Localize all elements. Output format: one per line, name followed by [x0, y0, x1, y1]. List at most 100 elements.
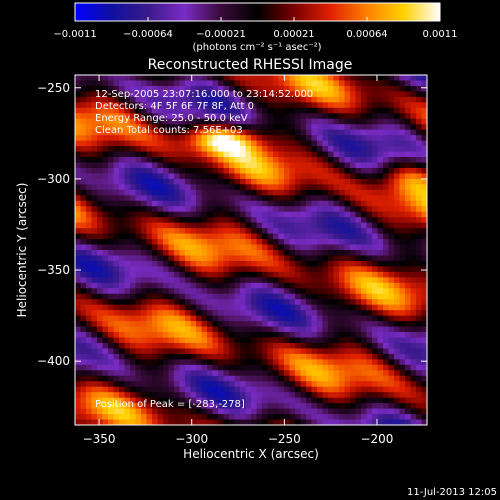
- heatmap-cell: [251, 157, 258, 164]
- heatmap-cell: [361, 113, 368, 120]
- heatmap-cell: [223, 271, 230, 278]
- heatmap-cell: [289, 135, 296, 142]
- heatmap-cell: [350, 419, 357, 425]
- heatmap-cell: [317, 403, 324, 410]
- heatmap-cell: [240, 353, 247, 360]
- heatmap-cell: [163, 381, 170, 388]
- heatmap-cell: [339, 381, 346, 388]
- heatmap-cell: [146, 167, 153, 175]
- heatmap-cell: [146, 140, 153, 147]
- heatmap-cell: [185, 146, 192, 153]
- heatmap-cell: [421, 348, 427, 355]
- heatmap-cell: [366, 124, 373, 131]
- heatmap-cell: [405, 211, 412, 218]
- heatmap-cell: [262, 102, 269, 109]
- heatmap-cell: [317, 140, 324, 147]
- heatmap-cell: [163, 321, 170, 328]
- heatmap-cell: [196, 146, 203, 153]
- heatmap-cell: [361, 277, 368, 284]
- heatmap-cell: [278, 370, 285, 377]
- heatmap-cell: [86, 397, 93, 404]
- heatmap-cell: [383, 403, 390, 410]
- heatmap-cell: [284, 140, 291, 147]
- heatmap-cell: [278, 293, 285, 300]
- heatmap-cell: [350, 255, 357, 262]
- heatmap-cell: [300, 184, 307, 191]
- heatmap-cell: [141, 222, 148, 229]
- heatmap-cell: [361, 310, 368, 317]
- heatmap-cell: [256, 397, 263, 404]
- heatmap-cell: [163, 304, 170, 311]
- heatmap-cell: [361, 146, 368, 153]
- heatmap-cell: [207, 397, 214, 404]
- heatmap-cell: [108, 293, 115, 300]
- heatmap-cell: [152, 397, 159, 404]
- heatmap-cell: [278, 266, 285, 273]
- heatmap-cell: [394, 189, 401, 196]
- heatmap-cell: [273, 189, 280, 196]
- heatmap-cell: [366, 135, 373, 142]
- heatmap-cell: [377, 392, 384, 399]
- heatmap-cell: [284, 310, 291, 317]
- heatmap-cell: [399, 184, 406, 191]
- heatmap-cell: [289, 146, 296, 153]
- colorbar-tick-label: −0.00021: [196, 29, 246, 40]
- heatmap-cell: [394, 375, 401, 382]
- heatmap-cell: [344, 75, 351, 82]
- y-tick-label: −400: [37, 354, 70, 368]
- plot-frame: [74, 74, 428, 426]
- heatmap-cell: [267, 129, 274, 136]
- heatmap-cell: [267, 102, 274, 109]
- heatmap-cell: [141, 91, 148, 98]
- heatmap-cell: [80, 195, 87, 202]
- heatmap-cell: [223, 140, 230, 147]
- heatmap-cell: [344, 353, 351, 360]
- heatmap-cell: [207, 419, 214, 425]
- heatmap-cell: [240, 102, 247, 109]
- heatmap-cell: [317, 107, 324, 114]
- heatmap-cell: [168, 342, 175, 350]
- heatmap-cell: [328, 107, 335, 114]
- heatmap-cell: [421, 135, 427, 142]
- heatmap-cell: [80, 375, 87, 382]
- heatmap-cell: [350, 200, 357, 207]
- heatmap-cell: [306, 282, 313, 289]
- heatmap-cell: [278, 392, 285, 399]
- heatmap-cell: [355, 91, 362, 98]
- heatmap-cell: [388, 107, 395, 114]
- heatmap-cell: [289, 124, 296, 131]
- heatmap-cell: [124, 386, 131, 393]
- heatmap-cell: [394, 195, 401, 202]
- heatmap-cell: [174, 332, 181, 339]
- heatmap-cell: [86, 364, 93, 371]
- heatmap-cell: [273, 228, 280, 235]
- heatmap-cell: [322, 403, 329, 410]
- heatmap-cell: [196, 228, 203, 235]
- heatmap-cell: [317, 222, 324, 229]
- heatmap-cell: [355, 326, 362, 333]
- heatmap-cell: [322, 107, 329, 114]
- heatmap-cell: [388, 332, 395, 339]
- heatmap-cell: [146, 370, 153, 377]
- heatmap-cell: [366, 239, 373, 246]
- heatmap-cell: [102, 239, 109, 246]
- heatmap-cell: [273, 326, 280, 333]
- heatmap-cell: [240, 381, 247, 388]
- heatmap-cell: [223, 277, 230, 284]
- heatmap-cell: [267, 337, 274, 344]
- heatmap-cell: [322, 304, 329, 311]
- heatmap-cell: [240, 118, 247, 125]
- heatmap-cell: [163, 91, 170, 98]
- heatmap-cell: [223, 348, 230, 355]
- heatmap-cell: [119, 80, 126, 87]
- heatmap-cell: [152, 299, 159, 306]
- heatmap-cell: [75, 375, 82, 382]
- heatmap-cell: [113, 414, 120, 421]
- heatmap-cell: [295, 370, 302, 377]
- x-tick-label: −200: [360, 432, 393, 446]
- heatmap-cell: [399, 244, 406, 251]
- heatmap-cell: [399, 381, 406, 388]
- heatmap-cell: [251, 189, 258, 196]
- heatmap-cell: [218, 315, 225, 322]
- heatmap-cell: [295, 326, 302, 333]
